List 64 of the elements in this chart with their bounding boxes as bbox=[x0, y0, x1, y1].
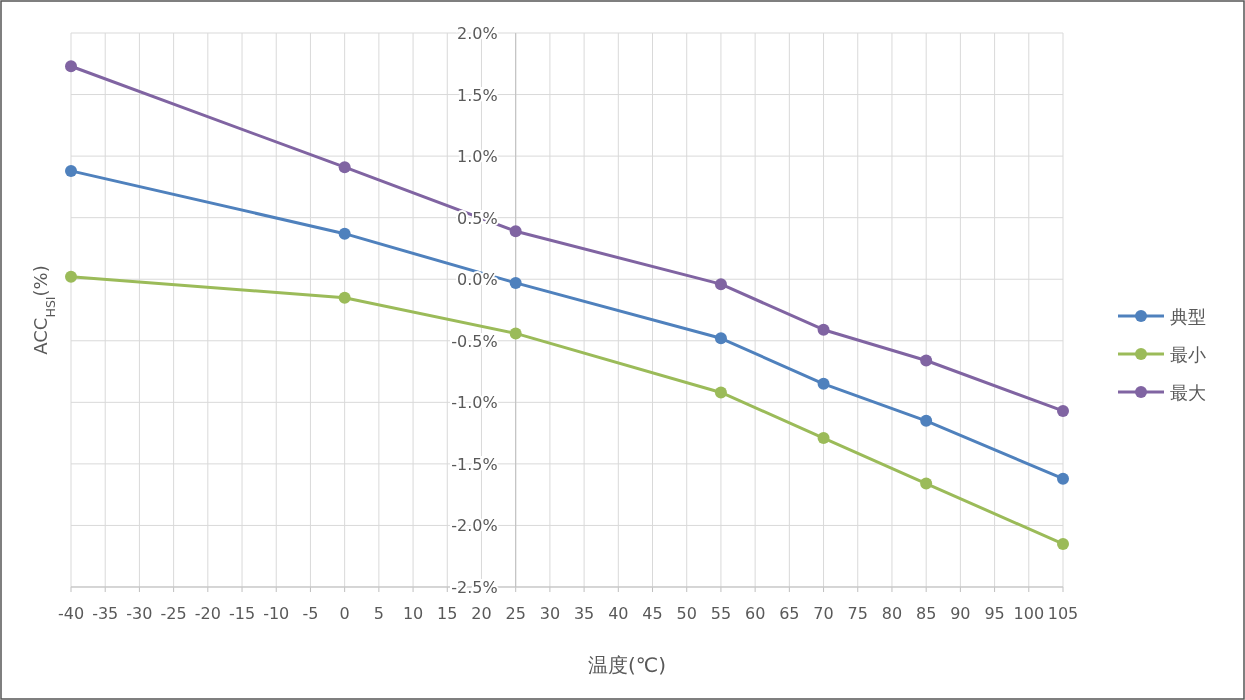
point bbox=[338, 161, 351, 174]
y-tick-label: -1.0% bbox=[451, 393, 498, 413]
y-tick-label: -0.5% bbox=[451, 331, 498, 351]
point bbox=[714, 386, 727, 399]
x-tick-label: 95 bbox=[984, 604, 1005, 623]
x-tick-label: 45 bbox=[642, 604, 663, 623]
x-tick-label: 10 bbox=[402, 604, 424, 623]
point bbox=[920, 414, 933, 427]
x-tick-label: 5 bbox=[373, 604, 384, 623]
point bbox=[65, 60, 77, 73]
legend-label: 最小 bbox=[1170, 344, 1206, 365]
x-tick-label: 0 bbox=[339, 604, 350, 623]
point bbox=[338, 291, 351, 304]
point bbox=[65, 270, 77, 283]
x-tick-label: -10 bbox=[263, 604, 290, 623]
x-tick-label: 85 bbox=[915, 604, 937, 623]
x-tick-label: -25 bbox=[160, 604, 187, 623]
x-tick-label: 40 bbox=[608, 604, 629, 623]
x-tick-label: -35 bbox=[92, 604, 119, 623]
x-tick-label: 30 bbox=[539, 604, 561, 623]
x-axis-title: 温度(℃) bbox=[587, 653, 667, 677]
x-tick-label: -5 bbox=[302, 604, 319, 623]
y-tick-label: -2.0% bbox=[451, 516, 498, 536]
x-tick-label: 50 bbox=[676, 604, 697, 623]
point bbox=[509, 225, 522, 238]
point bbox=[1057, 472, 1069, 485]
point bbox=[509, 327, 522, 340]
x-tick-label: 65 bbox=[779, 604, 800, 623]
point bbox=[920, 354, 933, 367]
x-tick-label: -20 bbox=[194, 604, 221, 623]
y-tick-label: 1.5% bbox=[457, 85, 498, 105]
x-tick-label: 90 bbox=[950, 604, 971, 623]
point bbox=[1057, 537, 1069, 550]
y-tick-label: -1.5% bbox=[451, 454, 498, 474]
x-tick-label: 60 bbox=[744, 604, 766, 623]
point bbox=[817, 432, 830, 445]
point bbox=[509, 276, 522, 289]
point bbox=[338, 227, 351, 240]
x-tick-label: -15 bbox=[228, 604, 256, 623]
y-tick-label: 2.0% bbox=[457, 24, 498, 43]
x-tick-label: 105 bbox=[1047, 604, 1079, 623]
point bbox=[1057, 404, 1069, 417]
x-tick-label: 15 bbox=[437, 604, 458, 623]
point bbox=[714, 332, 727, 345]
x-tick-label: 100 bbox=[1013, 604, 1045, 623]
x-tick-label: -30 bbox=[126, 604, 153, 623]
x-tick-label: 20 bbox=[471, 604, 492, 623]
point bbox=[714, 278, 727, 291]
point bbox=[817, 377, 830, 390]
x-tick-label: -40 bbox=[57, 604, 85, 623]
y-tick-label: 1.0% bbox=[457, 147, 498, 167]
x-tick-label: 35 bbox=[573, 604, 595, 623]
legend-label: 典型 bbox=[1170, 306, 1206, 327]
point bbox=[920, 477, 933, 490]
x-tick-label: 25 bbox=[505, 604, 526, 623]
point bbox=[817, 323, 830, 336]
y-tick-label: 0.0% bbox=[457, 270, 498, 290]
x-tick-label: 80 bbox=[881, 604, 903, 623]
point bbox=[65, 164, 77, 177]
legend-label: 最大 bbox=[1170, 382, 1206, 403]
x-tick-label: 55 bbox=[710, 604, 732, 623]
x-tick-label: 70 bbox=[813, 604, 834, 623]
x-tick-label: 75 bbox=[847, 604, 868, 623]
y-tick-label: -2.5% bbox=[451, 578, 498, 597]
